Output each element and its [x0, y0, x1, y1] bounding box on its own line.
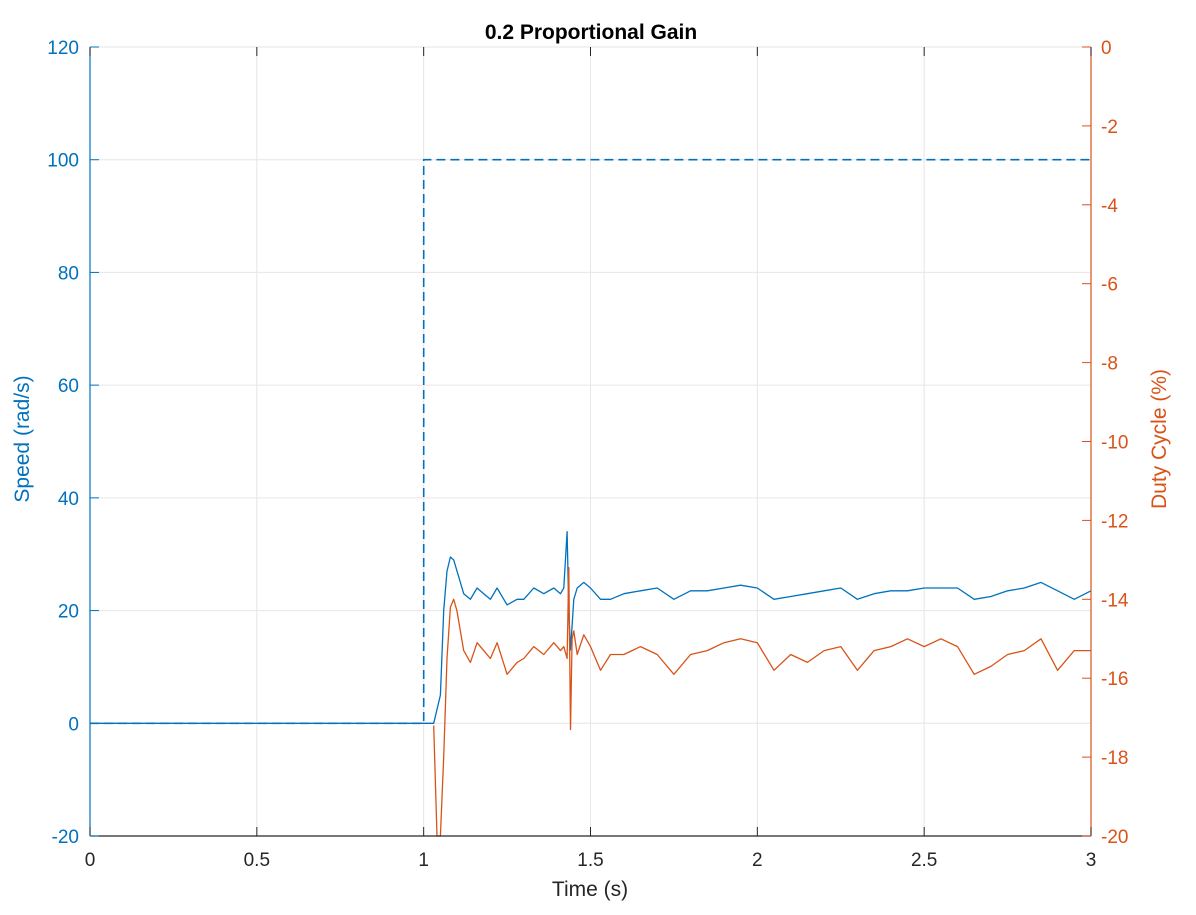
left-y-tick-label: 60	[58, 376, 79, 397]
right-y-tick-label: -10	[1101, 433, 1128, 454]
right-y-tick-label: 0	[1101, 38, 1112, 59]
right-y-axis-label: Duty Cycle (%)	[1148, 369, 1171, 509]
duty-cycle-series-line	[433, 567, 1091, 837]
right-y-tick-label: -6	[1101, 275, 1118, 296]
chart-title: 0.2 Proportional Gain	[485, 21, 697, 44]
right-y-tick-label: -14	[1101, 590, 1129, 611]
left-y-tick-label: 100	[47, 151, 79, 172]
right-y-tick-label: -20	[1101, 827, 1128, 848]
x-axis-label: Time (s)	[552, 878, 628, 901]
left-y-tick-label: 20	[58, 602, 79, 623]
plot-lines	[90, 158, 1092, 837]
x-tick-label: 0.5	[244, 850, 270, 871]
x-tick-label: 3	[1086, 850, 1097, 871]
right-y-tick-label: -4	[1101, 196, 1118, 217]
right-y-tick-label: -18	[1101, 748, 1128, 769]
left-y-tick-label: 40	[58, 489, 79, 510]
x-tick-label: 0	[85, 850, 96, 871]
right-y-tick-label: -8	[1101, 354, 1118, 375]
x-tick-label: 2	[752, 850, 763, 871]
left-y-tick-label: 120	[47, 38, 79, 59]
x-tick-label: 2.5	[911, 850, 937, 871]
left-y-tick-label: 0	[68, 714, 79, 735]
right-y-tick-label: -12	[1101, 511, 1128, 532]
tick-labels: 0 0.5 1 1.5 2 2.5 3-20020406080100120-20-18-16…	[47, 38, 1129, 871]
left-y-axis-label: Speed (rad/s)	[11, 375, 34, 502]
right-y-tick-label: -2	[1101, 117, 1118, 138]
left-y-tick-label: -20	[52, 827, 79, 848]
axes	[89, 46, 1092, 837]
speed-series-line	[90, 531, 1092, 724]
right-y-tick-label: -16	[1101, 669, 1128, 690]
left-y-tick-label: 80	[58, 263, 79, 284]
x-tick-label: 1.5	[577, 850, 603, 871]
x-tick-label: 1	[418, 850, 429, 871]
